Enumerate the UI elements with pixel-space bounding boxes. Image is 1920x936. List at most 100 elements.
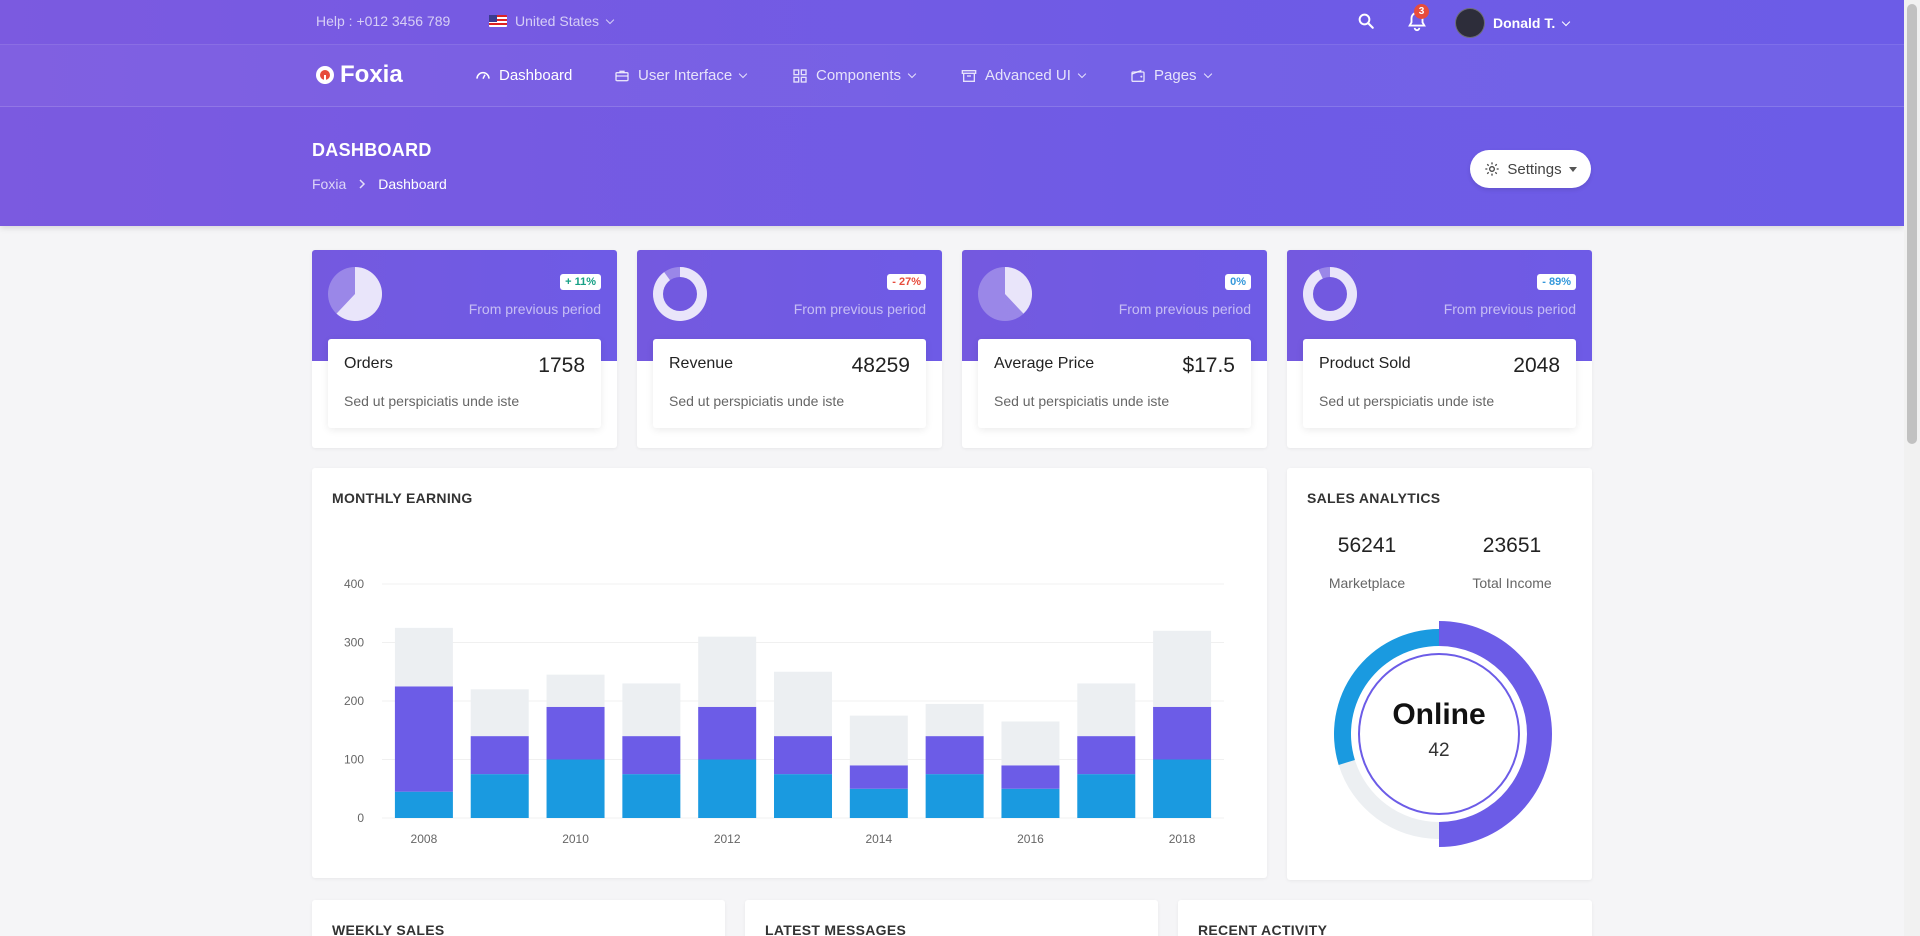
bar-segment	[622, 774, 681, 818]
nav-components[interactable]: Components	[792, 67, 917, 84]
gauge-icon	[476, 71, 490, 79]
recent-activity-card: RECENT ACTIVITY	[1178, 900, 1592, 936]
marketplace-label: Marketplace	[1328, 575, 1406, 591]
x-tick-label: 2012	[714, 832, 741, 846]
donut-inner-ring	[1358, 653, 1520, 815]
wallet-icon	[1131, 69, 1145, 82]
country-label: United States	[515, 13, 600, 29]
x-tick-label: 2014	[865, 832, 892, 846]
sales-donut-chart	[1334, 621, 1552, 847]
bar-segment	[774, 736, 832, 775]
settings-label: Settings	[1507, 160, 1562, 178]
nav-label: Pages	[1154, 67, 1197, 84]
stat-card-orders: + 11% From previous period Orders 1758 S…	[312, 250, 617, 448]
y-tick-label: 400	[344, 577, 364, 591]
stat-value: 48259	[851, 354, 910, 377]
y-tick-label: 100	[344, 753, 364, 767]
donut-slice	[1439, 621, 1552, 847]
card-title: WEEKLY SALES	[332, 922, 445, 936]
stat-card-average-price: 0% From previous period Average Price $1…	[962, 250, 1267, 448]
scrollbar-thumb[interactable]	[1907, 4, 1917, 444]
bar-segment	[849, 765, 908, 789]
stat-card-product-sold: - 89% From previous period Product Sold …	[1287, 250, 1592, 448]
stat-label: Product Sold	[1319, 355, 1411, 372]
settings-button[interactable]: Settings	[1470, 150, 1591, 188]
bar-segment	[1001, 765, 1060, 789]
bar-segment	[470, 774, 529, 818]
nav-label: Components	[816, 67, 902, 84]
page-title: DASHBOARD	[312, 140, 432, 160]
total-income-value: 23651	[1482, 534, 1542, 557]
donut-hole	[663, 277, 697, 311]
stat-label: Revenue	[669, 355, 734, 372]
change-badge: 0%	[1225, 274, 1251, 290]
scrollbar-track[interactable]	[1904, 0, 1920, 936]
stat-body: Product Sold 2048 Sed ut perspiciatis un…	[1303, 339, 1576, 428]
x-tick-label: 2016	[1017, 832, 1044, 846]
bar-segment	[849, 715, 908, 766]
nav-label: Advanced UI	[985, 67, 1071, 84]
bar-segment	[774, 774, 832, 818]
bar-segment	[546, 674, 605, 707]
mini-donut-chart	[653, 267, 707, 321]
chevron-down-icon	[605, 15, 615, 24]
weekly-sales-card: WEEKLY SALES	[312, 900, 725, 936]
x-tick-label: 2010	[562, 832, 589, 846]
bar-segment	[622, 736, 681, 775]
card-title: SALES ANALYTICS	[1307, 490, 1441, 506]
nav-dashboard[interactable]: Dashboard	[475, 67, 572, 84]
period-label: From previous period	[468, 301, 601, 317]
stat-description: Sed ut perspiciatis unde iste	[1319, 393, 1495, 409]
bar-segment	[1153, 706, 1212, 760]
us-flag-icon	[489, 15, 507, 27]
monthly-earning-card: MONTHLY EARNING 0 100 200 300 400 2008 2010 201…	[312, 468, 1267, 878]
period-label: From previous period	[793, 301, 926, 317]
user-menu[interactable]: Donald T.	[1455, 8, 1571, 38]
donut-label: Online	[1392, 698, 1486, 731]
bar-segment	[394, 686, 453, 792]
change-badge: - 27%	[887, 274, 926, 290]
monthly-earning-chart: 0 100 200 300 400 2008 2010 2012 2014 2016 2018	[344, 577, 1224, 846]
briefcase-icon	[615, 70, 629, 81]
mini-pie-chart	[328, 267, 382, 321]
pie-slice	[336, 267, 382, 321]
bar-segment	[470, 689, 529, 737]
user-name: Donald T.	[1493, 15, 1556, 31]
nav-user-interface[interactable]: User Interface	[614, 67, 748, 84]
stat-description: Sed ut perspiciatis unde iste	[669, 393, 845, 409]
chevron-right-icon	[359, 179, 366, 189]
x-tick-label: 2008	[411, 832, 438, 846]
bar-segment	[546, 706, 605, 760]
nav-advanced-ui[interactable]: Advanced UI	[961, 67, 1087, 84]
bar-segment	[546, 759, 605, 818]
bar-segment	[925, 774, 984, 818]
latest-messages-card: LATEST MESSAGES	[745, 900, 1158, 936]
mini-pie-chart	[978, 267, 1032, 321]
country-selector[interactable]: United States	[489, 13, 615, 29]
stat-value: 2048	[1513, 354, 1560, 377]
x-tick-label: 2018	[1169, 832, 1196, 846]
search-icon[interactable]	[1357, 12, 1375, 30]
card-title: LATEST MESSAGES	[765, 922, 907, 936]
breadcrumb-item-foxia[interactable]: Foxia	[312, 176, 347, 192]
stat-body: Average Price $17.5 Sed ut perspiciatis …	[978, 339, 1251, 428]
brand-logo[interactable]: Foxia	[316, 61, 403, 89]
bar-segment	[925, 736, 984, 775]
avatar	[1455, 8, 1485, 38]
breadcrumb-item-dashboard: Dashboard	[378, 176, 447, 192]
stat-description: Sed ut perspiciatis unde iste	[344, 393, 520, 409]
page-header-background	[0, 0, 1904, 226]
bar-segment	[394, 627, 453, 687]
card-title: MONTHLY EARNING	[332, 490, 473, 506]
bar-segment	[925, 703, 984, 737]
stat-card-revenue: - 27% From previous period Revenue 48259…	[637, 250, 942, 448]
bar-segment	[1077, 774, 1136, 818]
stat-value: $17.5	[1182, 354, 1235, 377]
donut-hole	[1313, 277, 1347, 311]
change-badge: - 89%	[1537, 274, 1576, 290]
nav-pages[interactable]: Pages	[1130, 67, 1212, 84]
bar-segment	[1001, 788, 1060, 818]
y-tick-label: 300	[344, 636, 364, 650]
stat-body: Orders 1758 Sed ut perspiciatis unde ist…	[328, 339, 601, 428]
stat-value: 1758	[538, 354, 585, 377]
